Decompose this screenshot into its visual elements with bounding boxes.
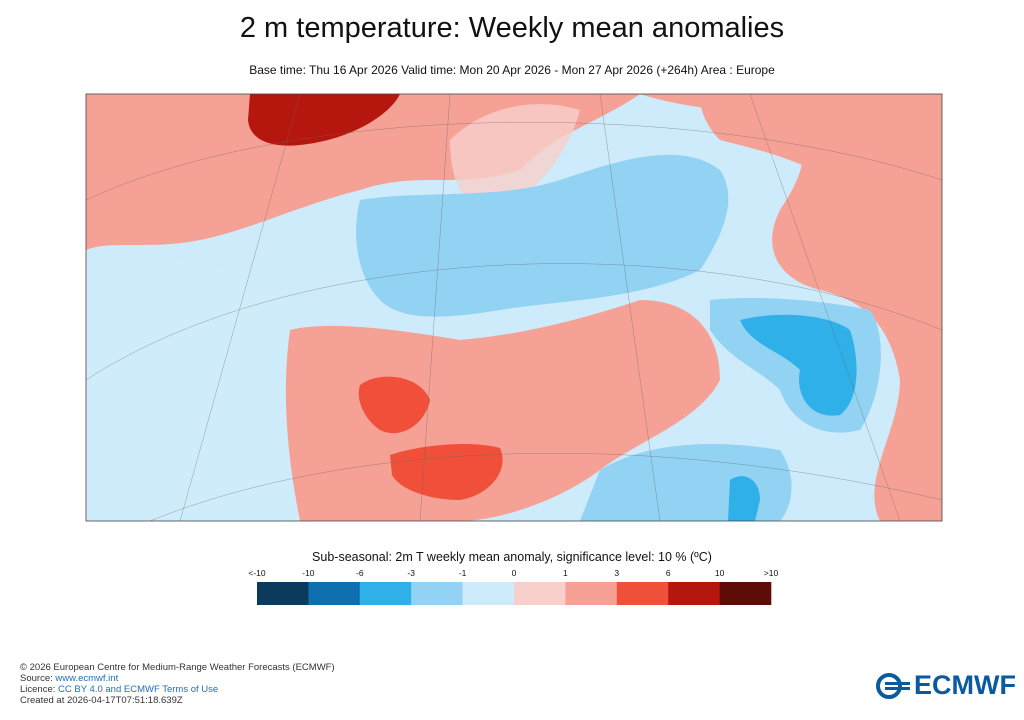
colorbar-label: 1	[563, 568, 568, 578]
colorbar-box	[565, 582, 618, 605]
licence-label: Licence:	[20, 684, 59, 695]
map	[86, 94, 942, 521]
source-line: Source: www.ecmwf.int	[20, 673, 335, 684]
colorbar-label: >10	[764, 568, 779, 578]
logo-icon	[876, 672, 910, 699]
footer: © 2026 European Centre for Medium-Range …	[20, 662, 335, 706]
colorbar-label: -3	[407, 568, 415, 578]
logo: ECMWF	[876, 670, 1016, 701]
colorbar-box	[257, 582, 309, 605]
colorbar: <-10 -10 -6 -3 -1 0 1 3 6 10 >10	[248, 568, 778, 605]
colorbar-label: <-10	[248, 568, 266, 578]
colorbar-box	[719, 582, 772, 605]
created: Created at 2026-04-17T07:51:18.639Z	[20, 695, 183, 706]
colorbar-box	[616, 582, 669, 605]
colorbar-box	[668, 582, 720, 605]
copyright: © 2026 European Centre for Medium-Range …	[20, 662, 335, 673]
colorbar-box	[359, 582, 412, 605]
licence-link[interactable]: CC BY 4.0 and ECMWF Terms of Use	[58, 684, 219, 695]
colorbar-label: -6	[356, 568, 364, 578]
colorbar-label: 0	[512, 568, 517, 578]
colorbar-box	[411, 582, 463, 605]
legend-title: Sub-seasonal: 2m T weekly mean anomaly, …	[312, 550, 712, 564]
licence-line: Licence: CC BY 4.0 and ECMWF Terms of Us…	[20, 684, 335, 695]
colorbar-box	[462, 582, 515, 605]
colorbar-box	[514, 582, 566, 605]
subtitle: Base time: Thu 16 Apr 2026 Valid time: M…	[249, 63, 775, 77]
title: 2 m temperature: Weekly mean anomalies	[239, 12, 785, 44]
colorbar-box	[308, 582, 361, 605]
colorbar-label: 6	[666, 568, 671, 578]
source-label: Source:	[20, 673, 56, 684]
colorbar-label: -10	[302, 568, 315, 578]
source-link[interactable]: www.ecmwf.int	[55, 673, 119, 684]
colorbar-label: 10	[715, 568, 725, 578]
colorbar-label: -1	[459, 568, 467, 578]
colorbar-label: 3	[614, 568, 619, 578]
logo-text: ECMWF	[914, 670, 1016, 700]
